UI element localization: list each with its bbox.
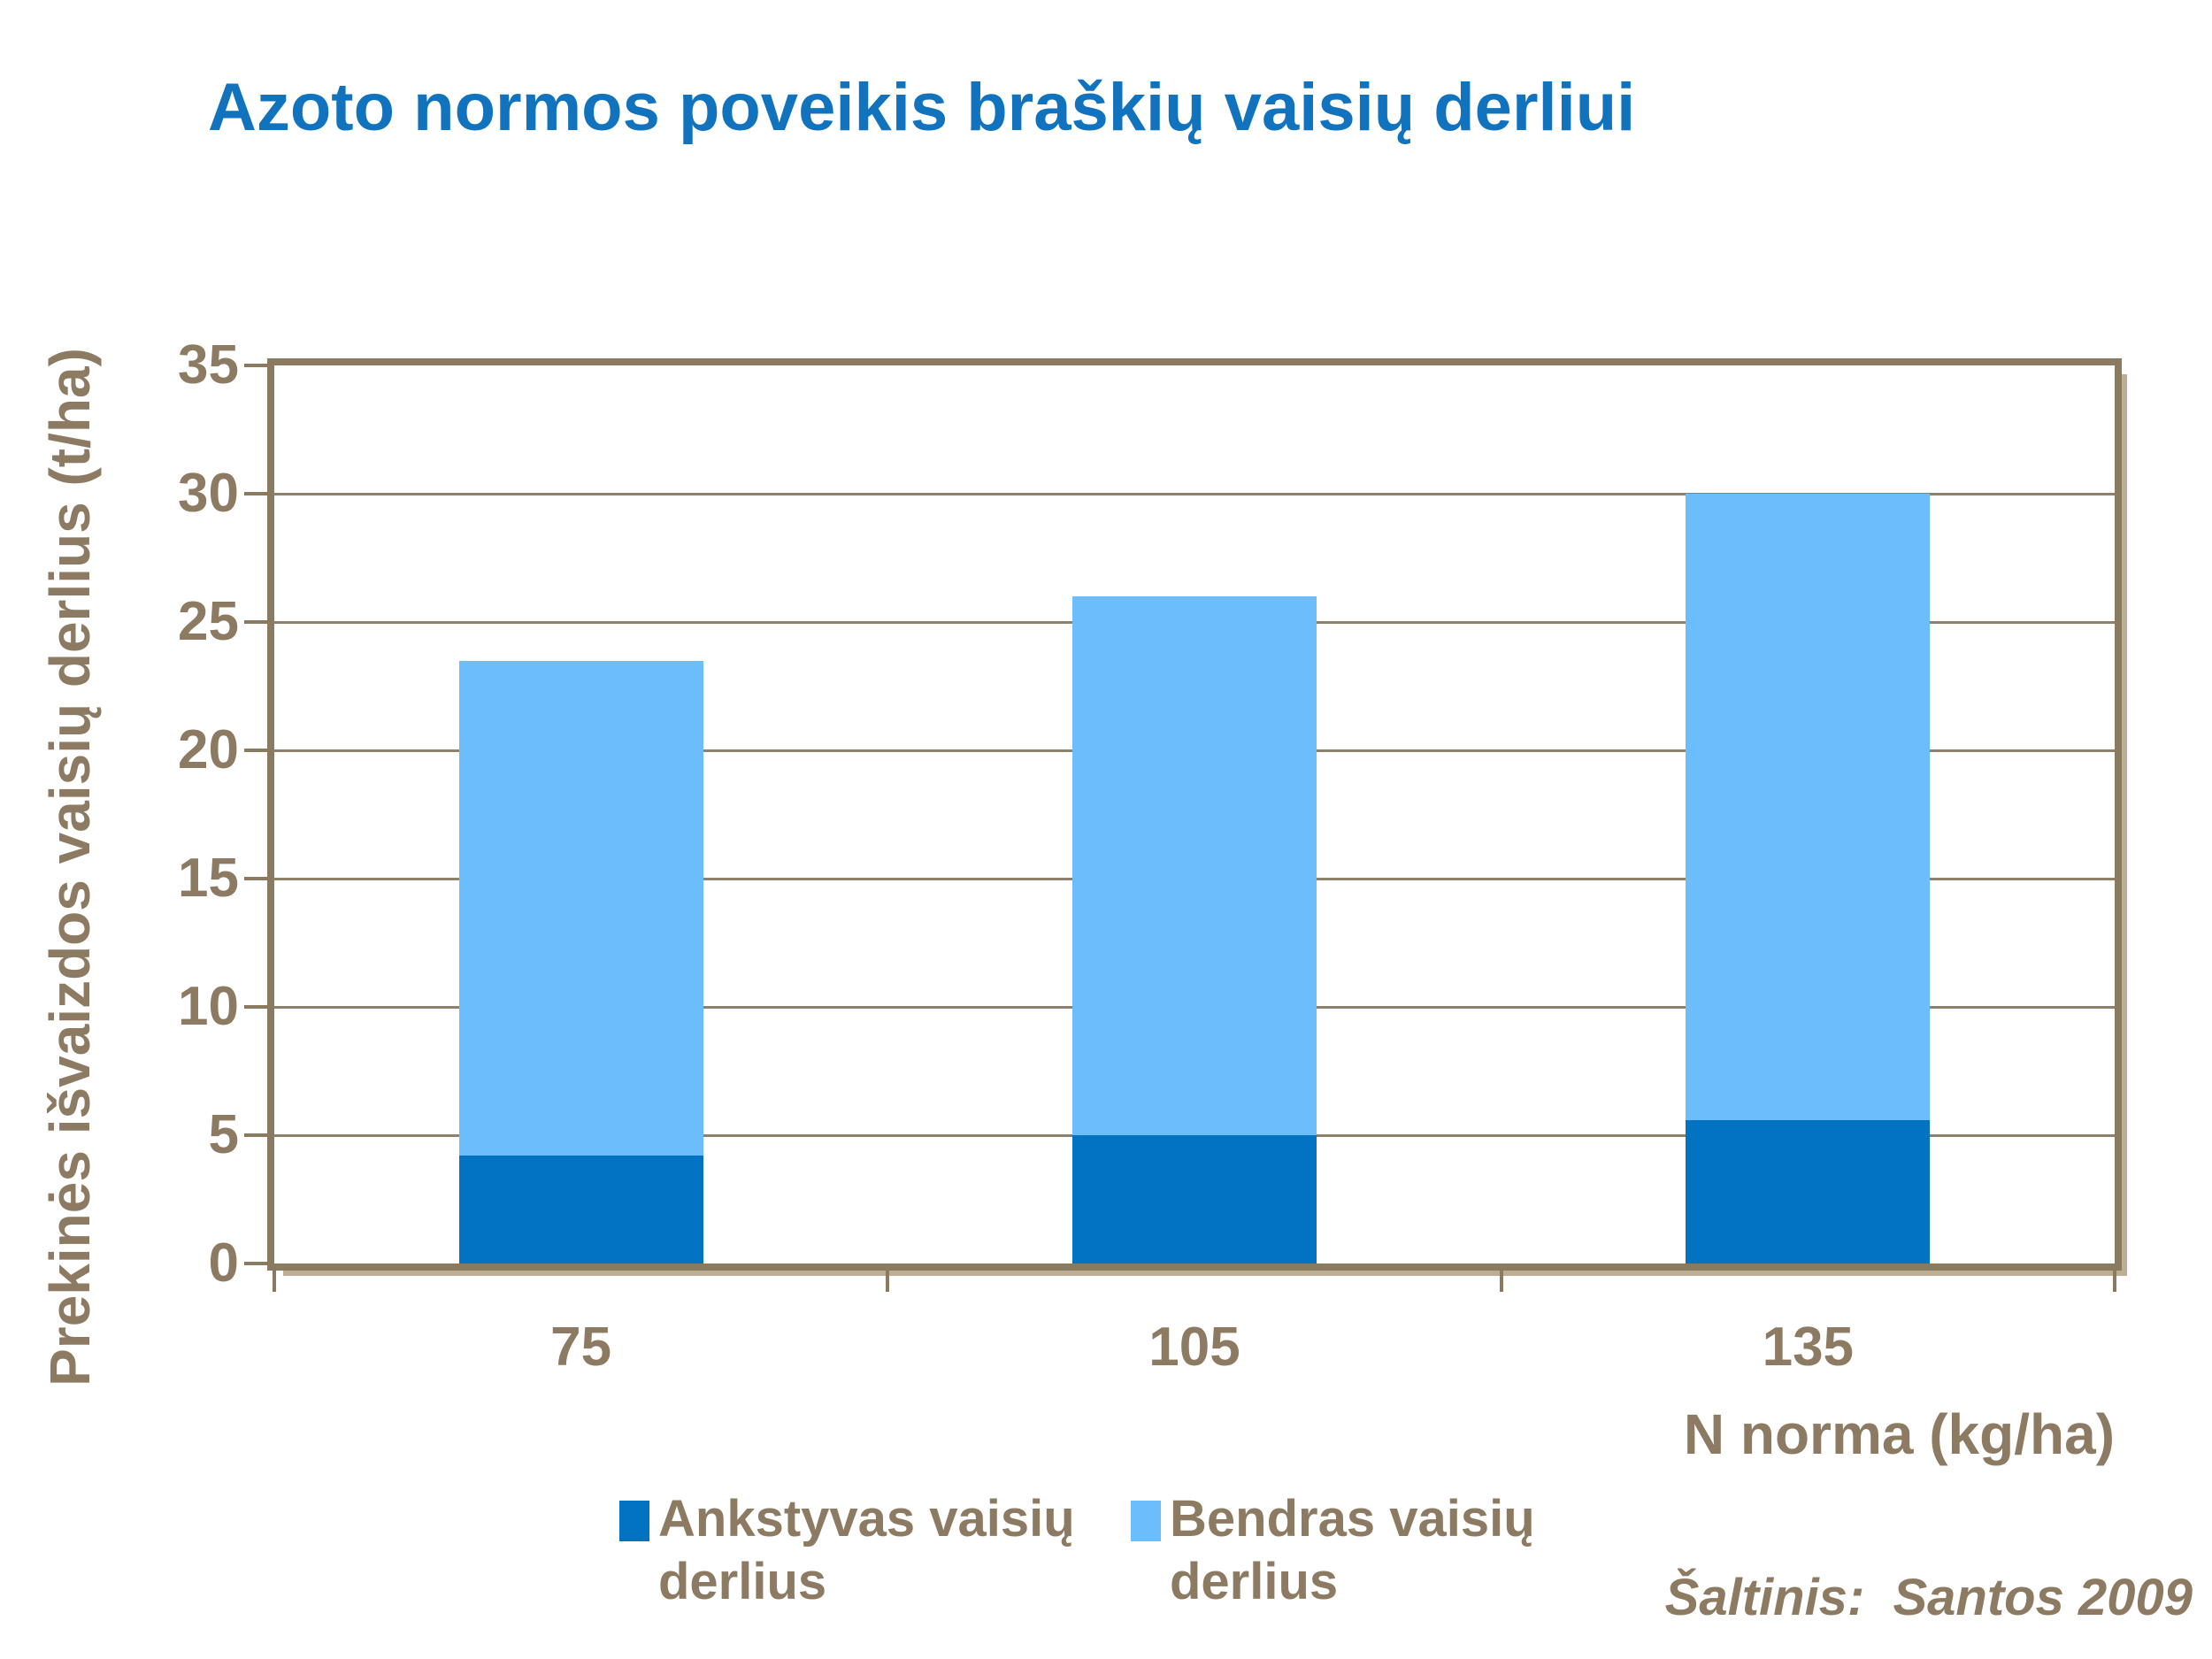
y-tick-label-35: 35 bbox=[178, 334, 239, 396]
bar-105-total-segment bbox=[1072, 596, 1317, 1135]
y-tick-label-0: 0 bbox=[208, 1233, 239, 1294]
y-tick-label-15: 15 bbox=[178, 848, 239, 909]
x-axis-title: N norma (kg/ha) bbox=[1683, 1402, 2115, 1466]
plot-area bbox=[274, 365, 2115, 1263]
y-tick-mark-5 bbox=[244, 1133, 269, 1137]
bar-75-total-segment bbox=[458, 660, 703, 1156]
x-tick-label-105: 105 bbox=[1148, 1317, 1240, 1378]
y-tick-label-30: 30 bbox=[178, 463, 239, 524]
x-tick-mark-0 bbox=[273, 1271, 276, 1292]
bar-135-early-segment bbox=[1686, 1119, 1931, 1263]
y-tick-mark-25 bbox=[244, 620, 269, 624]
y-tick-mark-30 bbox=[244, 492, 269, 495]
chart-title: Azoto normos poveikis braškių vaisių der… bbox=[208, 70, 1636, 145]
y-tick-mark-35 bbox=[244, 364, 269, 367]
y-tick-label-25: 25 bbox=[178, 591, 239, 652]
x-tick-label-135: 135 bbox=[1762, 1317, 1855, 1378]
legend-swatch-total bbox=[1131, 1501, 1161, 1541]
y-tick-label-5: 5 bbox=[208, 1104, 239, 1165]
plot-frame bbox=[267, 358, 2122, 1271]
bar-135-total-segment bbox=[1686, 494, 1931, 1120]
source-note: Šaltinis: Santos 2009 bbox=[1664, 1569, 2193, 1626]
x-tick-mark-1 bbox=[886, 1271, 890, 1292]
legend-entry-total: Bendras vaisių derlius bbox=[1131, 1488, 1535, 1614]
legend-swatch-early bbox=[619, 1501, 649, 1541]
y-tick-label-10: 10 bbox=[178, 976, 239, 1037]
x-tick-label-75: 75 bbox=[550, 1317, 612, 1378]
y-tick-label-20: 20 bbox=[178, 719, 239, 780]
legend-entry-early: Ankstyvas vaisių derlius bbox=[619, 1488, 1075, 1614]
legend-label: Bendras vaisių derlius bbox=[1170, 1490, 1535, 1610]
chart-legend: Ankstyvas vaisių derlius Bendras vaisių der… bbox=[0, 1488, 2212, 1639]
y-tick-mark-0 bbox=[244, 1262, 269, 1265]
legend-label: Ankstyvas vaisių derlius bbox=[658, 1490, 1075, 1610]
bar-75-early-segment bbox=[458, 1156, 703, 1263]
y-tick-mark-10 bbox=[244, 1005, 269, 1009]
x-tick-mark-3 bbox=[2113, 1271, 2116, 1292]
gridline-30 bbox=[274, 492, 2115, 495]
x-tick-mark-2 bbox=[1499, 1271, 1503, 1292]
bar-105-early-segment bbox=[1072, 1135, 1317, 1263]
y-tick-mark-20 bbox=[244, 749, 269, 752]
y-tick-mark-15 bbox=[244, 877, 269, 880]
